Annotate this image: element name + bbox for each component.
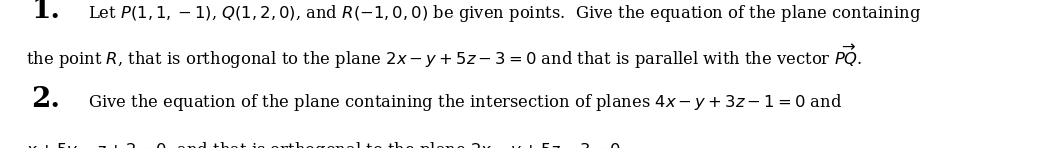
Text: the point $R$, that is orthogonal to the plane $2x-y+5z-3=0$ and that is paralle: the point $R$, that is orthogonal to the…: [26, 42, 862, 71]
Text: $x+5y-z+2=0$, and that is orthogonal to the plane $2x-y+5z-3=0$.: $x+5y-z+2=0$, and that is orthogonal to …: [26, 140, 626, 148]
Text: 2.: 2.: [31, 86, 60, 113]
Text: 1.: 1.: [31, 0, 60, 24]
Text: Give the equation of the plane containing the intersection of planes $4x-y+3z-1=: Give the equation of the plane containin…: [88, 92, 842, 113]
Text: Let $P(1,1,-1)$, $Q(1,2,0)$, and $R(-1,0,0)$ be given points.  Give the equation: Let $P(1,1,-1)$, $Q(1,2,0)$, and $R(-1,0…: [88, 3, 921, 24]
